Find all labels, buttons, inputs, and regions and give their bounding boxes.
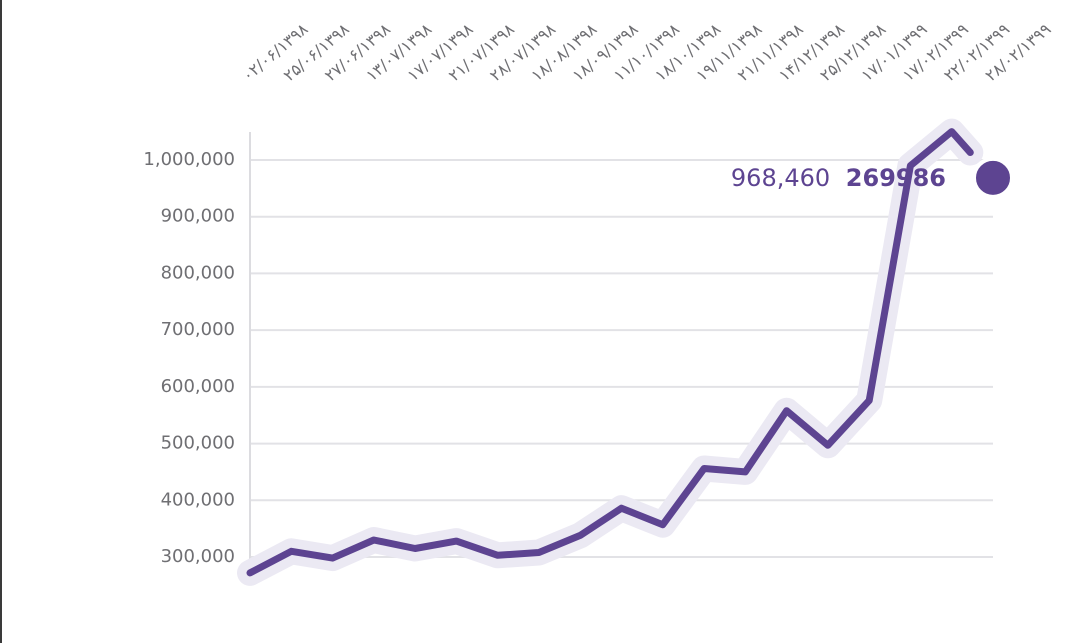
end-value: 968,460 — [731, 164, 830, 192]
y-tick-label: 700,000 — [161, 319, 235, 340]
y-tick-label: 1,000,000 — [143, 149, 235, 170]
window-edge — [0, 0, 2, 643]
y-tick-label: 300,000 — [161, 546, 235, 567]
y-tick-labels: 300,000 400,000 500,000 600,000 700,000 800,0… — [143, 149, 235, 567]
series-line — [246, 128, 974, 577]
y-tick-label: 400,000 — [161, 489, 235, 510]
y-tick-label: 900,000 — [161, 206, 235, 227]
end-value-extra: 269986 — [846, 164, 946, 192]
x-tick-labels: ۰۲/۰۶/۱۳۹۸۲۵/۰۶/۱۳۹۸۲۷/۰۶/۱۳۹۸۱۳/۰۷/۱۳۹۸… — [238, 19, 1054, 85]
y-tick-label: 800,000 — [161, 262, 235, 283]
y-tick-label: 600,000 — [161, 376, 235, 397]
end-marker-dot — [972, 156, 1014, 199]
y-tick-label: 500,000 — [161, 433, 235, 454]
end-value-label: 968,460 269986 — [731, 164, 946, 192]
series-halo — [237, 118, 984, 586]
